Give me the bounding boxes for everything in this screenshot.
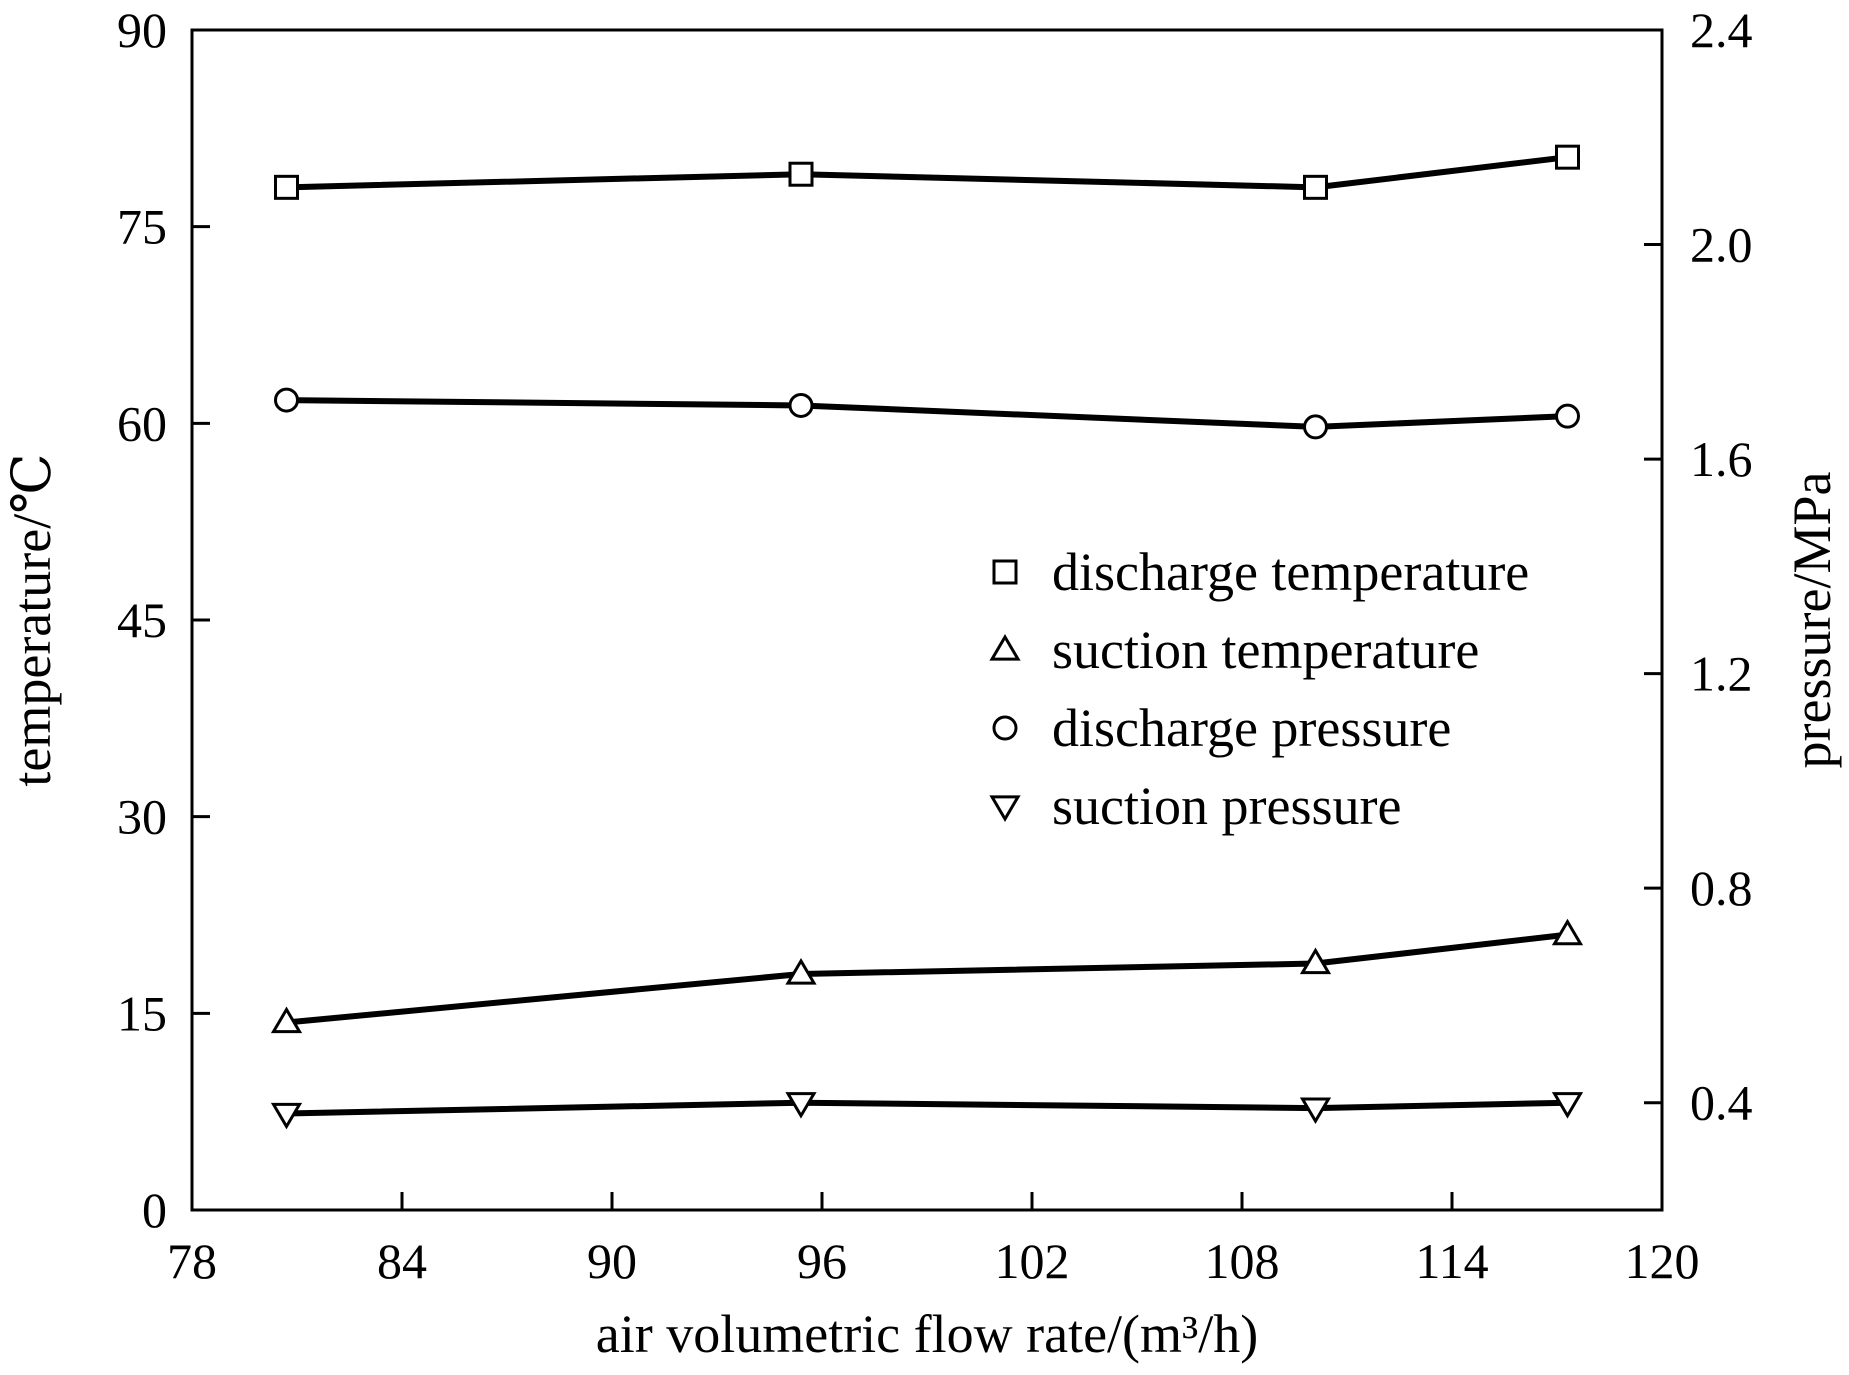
legend-marker-discharge-pressure xyxy=(992,715,1018,741)
data-point-suction-temperature xyxy=(785,958,817,985)
legend-label: discharge pressure xyxy=(1052,698,1451,758)
x-tick-label: 84 xyxy=(377,1233,427,1289)
data-series xyxy=(270,144,1584,1130)
series-discharge-temperature xyxy=(274,144,1580,200)
x-tick-label: 114 xyxy=(1415,1233,1488,1289)
axis-ticks xyxy=(190,28,1664,1212)
legend: discharge temperature suction temperature… xyxy=(989,542,1529,836)
data-point-discharge-pressure xyxy=(788,392,814,418)
legend-label: suction temperature xyxy=(1052,620,1479,680)
data-point-suction-pressure xyxy=(785,1092,817,1119)
y-left-tick-label: 75 xyxy=(117,199,167,255)
data-point-discharge-pressure xyxy=(1303,414,1328,440)
x-tick-label: 90 xyxy=(587,1233,637,1289)
y-left-tick-label: 0 xyxy=(142,1182,167,1238)
y-right-tick-label: 2.0 xyxy=(1690,217,1753,273)
x-tick-label: 108 xyxy=(1205,1233,1280,1289)
legend-item-discharge-pressure: discharge pressure xyxy=(992,698,1451,758)
legend-item-suction-pressure: suction pressure xyxy=(989,776,1401,836)
data-point-suction-temperature xyxy=(1551,918,1584,946)
data-point-suction-temperature xyxy=(270,1006,303,1034)
data-point-discharge-pressure xyxy=(274,387,299,413)
legend-marker-discharge-temperature xyxy=(992,559,1018,585)
axis-tick-labels: 78 84 90 96 102 108 114 120 0 15 30 45 60 75 90 0.4 0.8 1… xyxy=(117,2,1753,1289)
legend-item-suction-temperature: suction temperature xyxy=(989,620,1479,680)
y-left-tick-label: 60 xyxy=(117,395,167,451)
y-right-tick-label: 0.4 xyxy=(1690,1075,1753,1131)
x-tick-label: 102 xyxy=(995,1233,1070,1289)
x-tick-label: 120 xyxy=(1625,1233,1700,1289)
series-suction-pressure xyxy=(270,1092,1584,1130)
legend-marker-suction-pressure xyxy=(989,795,1021,822)
y-left-tick-label: 90 xyxy=(117,2,167,58)
series-line-discharge-temperature xyxy=(286,154,1568,191)
legend-item-discharge-temperature: discharge temperature xyxy=(992,542,1529,602)
legend-marker-suction-temperature xyxy=(989,634,1021,661)
series-line-suction-temperature xyxy=(286,931,1568,1026)
x-tick-label: 78 xyxy=(167,1233,217,1289)
legend-label: suction pressure xyxy=(1052,776,1401,836)
y-right-tick-label: 2.4 xyxy=(1690,2,1753,58)
data-point-discharge-temperature xyxy=(1303,174,1328,200)
y-axis-right-title: pressure/MPa xyxy=(1782,471,1842,768)
y-right-tick-label: 1.6 xyxy=(1690,431,1753,487)
series-line-suction-pressure xyxy=(286,1099,1568,1117)
y-axis-left-title: temperature/℃ xyxy=(2,453,62,786)
data-point-discharge-temperature xyxy=(788,161,814,187)
data-point-discharge-temperature xyxy=(1555,144,1580,170)
data-point-suction-temperature xyxy=(1299,947,1332,975)
x-axis-title: air volumetric flow rate/(m³/h) xyxy=(596,1304,1258,1364)
data-point-suction-pressure xyxy=(270,1102,303,1130)
y-right-tick-label: 1.2 xyxy=(1690,646,1753,702)
data-point-suction-pressure xyxy=(1551,1092,1584,1119)
data-point-discharge-pressure xyxy=(1555,403,1580,429)
y-right-tick-label: 0.8 xyxy=(1690,860,1753,916)
data-point-discharge-temperature xyxy=(274,174,299,200)
y-left-tick-label: 30 xyxy=(117,789,167,845)
data-point-suction-pressure xyxy=(1299,1097,1332,1125)
legend-label: discharge temperature xyxy=(1052,542,1529,602)
series-suction-temperature xyxy=(270,918,1584,1034)
y-left-tick-label: 15 xyxy=(117,985,167,1041)
x-tick-label: 96 xyxy=(797,1233,847,1289)
y-left-tick-label: 45 xyxy=(117,592,167,648)
series-line-discharge-pressure xyxy=(286,397,1568,430)
series-discharge-pressure xyxy=(274,387,1580,440)
